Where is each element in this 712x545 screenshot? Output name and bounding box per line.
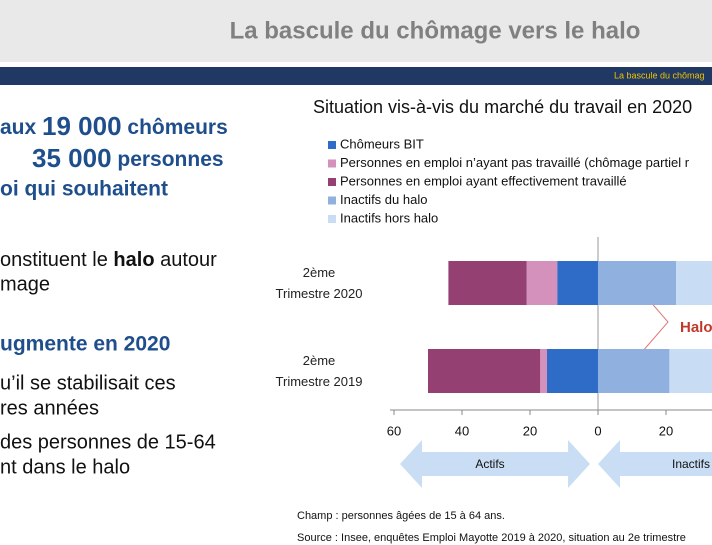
left-line: mage xyxy=(0,273,50,295)
bar-segment xyxy=(428,349,541,393)
slide-title: La bascule du chômage vers le halo xyxy=(230,17,641,44)
legend-swatch xyxy=(328,159,336,168)
text: onstituent le xyxy=(0,249,113,271)
arrow xyxy=(400,440,590,488)
legend-swatch xyxy=(328,178,336,186)
arrow-label: Inactifs xyxy=(672,457,710,471)
title-band xyxy=(0,0,712,62)
text: personnes xyxy=(112,148,224,171)
chart-title: Situation vis-à-vis du marché du travail… xyxy=(313,97,692,117)
text: 35 000 xyxy=(32,143,112,173)
legend-swatch xyxy=(328,215,336,223)
bar-segment xyxy=(669,349,712,393)
category-label: 2ème Trimestre 2019 xyxy=(275,353,363,389)
category-label: 2ème Trimestre 2020 xyxy=(275,265,363,301)
note: Champ : personnes âgées de 15 à 64 ans. xyxy=(297,510,505,522)
left-line: oi qui souhaitent xyxy=(0,178,168,201)
left-line: ugmente en 2020 xyxy=(0,333,170,356)
left-line: nt dans le halo xyxy=(0,456,130,478)
bar-segment xyxy=(547,349,598,393)
left-line: u’il se stabilisait ces xyxy=(0,372,176,394)
bar-segment xyxy=(598,261,677,305)
legend-label: Inactifs hors halo xyxy=(340,210,438,225)
annotation: Halo xyxy=(680,319,712,336)
arrow xyxy=(598,440,712,488)
left-line: 35 000 personnes xyxy=(32,143,224,173)
legend-label: Personnes en emploi ayant effectivement … xyxy=(340,173,627,188)
x-tick-label: 60 xyxy=(387,423,401,438)
legend-swatch xyxy=(328,196,336,205)
text: halo xyxy=(113,249,154,271)
left-line: onstituent le halo autour xyxy=(0,249,217,271)
bar-segment xyxy=(526,261,558,305)
bar-segment xyxy=(540,349,547,393)
legend-label: Personnes en emploi n’ayant pas travaill… xyxy=(340,155,690,170)
x-tick-label: 20 xyxy=(523,423,537,438)
legend-label: Chômeurs BIT xyxy=(340,136,424,151)
text: aux xyxy=(0,116,42,139)
text: chômeurs xyxy=(122,116,228,139)
bar-segment xyxy=(448,261,527,305)
left-line: res années xyxy=(0,397,99,419)
legend-swatch xyxy=(328,141,336,149)
bar-segment xyxy=(598,349,670,393)
arrow-label: Actifs xyxy=(475,457,504,471)
header-tag: La bascule du chômag xyxy=(614,70,705,80)
x-tick-label: 0 xyxy=(594,423,601,438)
note: Source : Insee, enquêtes Emploi Mayotte … xyxy=(297,532,686,544)
left-line: aux 19 000 chômeurs xyxy=(0,111,228,141)
legend-label: Inactifs du halo xyxy=(340,192,427,207)
x-tick-label: 40 xyxy=(455,423,469,438)
text: 19 000 xyxy=(42,111,122,141)
text: autour xyxy=(155,249,218,271)
left-line: des personnes de 15-64 xyxy=(0,431,216,453)
x-tick-label: 20 xyxy=(659,423,673,438)
bar-segment xyxy=(557,261,598,305)
header-bar xyxy=(0,67,712,85)
bar-segment xyxy=(676,261,712,305)
